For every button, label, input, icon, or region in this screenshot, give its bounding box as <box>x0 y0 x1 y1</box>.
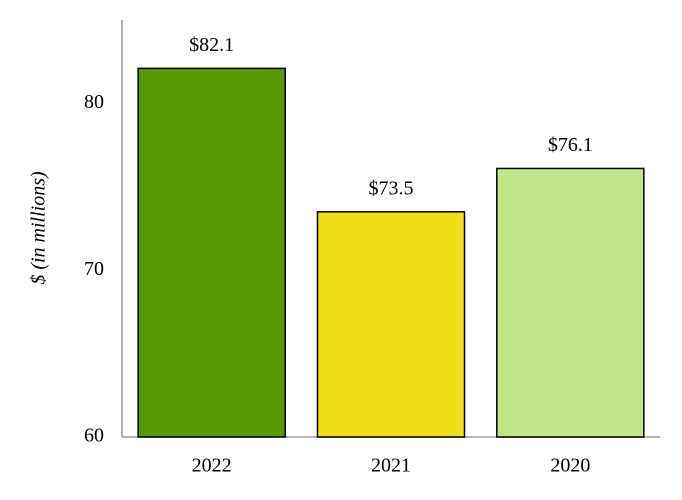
value-label: $76.1 <box>548 134 593 156</box>
bar <box>496 167 645 438</box>
value-label: $73.5 <box>369 177 414 199</box>
y-tick-label: 60 <box>84 425 104 447</box>
y-tick-label: 70 <box>84 258 104 280</box>
x-tick-label: 2022 <box>192 455 232 477</box>
x-tick-label: 2020 <box>550 455 590 477</box>
bar <box>316 211 466 438</box>
value-label: $82.1 <box>189 34 234 56</box>
bar <box>137 67 286 438</box>
y-tick-label: 80 <box>84 91 104 113</box>
x-tick-label: 2021 <box>371 455 411 477</box>
y-axis-title: $ (in millions) <box>28 171 50 285</box>
